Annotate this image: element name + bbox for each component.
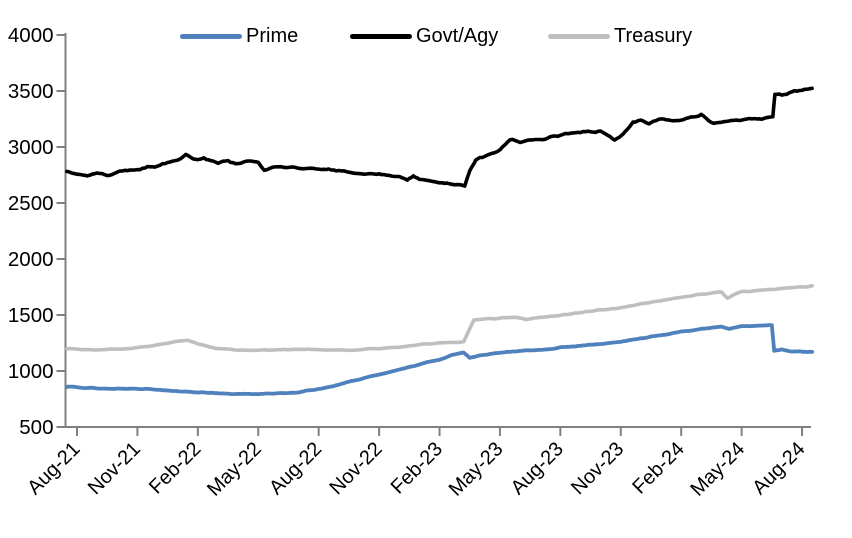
legend-item-prime: Prime bbox=[180, 26, 298, 46]
x-tick-label: Aug-22 bbox=[265, 438, 326, 499]
govt-agy-line-swatch bbox=[350, 33, 412, 39]
x-tick-label: Feb-24 bbox=[628, 438, 688, 498]
x-tick-label: Aug-21 bbox=[23, 438, 84, 499]
y-tick-label: 500 bbox=[19, 416, 53, 439]
y-tick-label: 2500 bbox=[8, 192, 54, 215]
series-line-prime bbox=[65, 323, 814, 397]
y-tick-label: 3000 bbox=[8, 136, 54, 159]
legend-item-govt-agy: Govt/Agy bbox=[350, 26, 498, 46]
series-line-treasury bbox=[65, 284, 814, 353]
x-tick-label: Aug-23 bbox=[507, 438, 568, 499]
prime-line-swatch bbox=[180, 33, 242, 39]
legend-label-treasury: Treasury bbox=[614, 25, 693, 47]
x-tick-label: Aug-24 bbox=[748, 438, 809, 499]
x-tick-label: May-22 bbox=[203, 438, 266, 501]
legend-label-prime: Prime bbox=[246, 25, 299, 47]
x-tick-label: Feb-22 bbox=[145, 438, 205, 498]
legend-label-govt-agy: Govt/Agy bbox=[416, 25, 499, 47]
y-tick-label: 4000 bbox=[8, 24, 54, 47]
y-tick-label: 1500 bbox=[8, 304, 54, 327]
x-tick-label: May-23 bbox=[445, 438, 508, 501]
series-line-govt-agy bbox=[65, 86, 814, 188]
legend-item-treasury: Treasury bbox=[548, 26, 692, 46]
x-tick-label: Nov-21 bbox=[84, 438, 145, 499]
x-tick-label: Nov-23 bbox=[567, 438, 628, 499]
y-tick-label: 1000 bbox=[8, 360, 54, 383]
y-tick-label: 3500 bbox=[8, 80, 54, 103]
treasury-line-swatch bbox=[548, 33, 610, 39]
x-tick-label: May-24 bbox=[686, 438, 749, 501]
x-tick-label: Nov-22 bbox=[325, 438, 386, 499]
x-tick-label: Feb-23 bbox=[387, 438, 447, 498]
y-tick-label: 2000 bbox=[8, 248, 54, 271]
